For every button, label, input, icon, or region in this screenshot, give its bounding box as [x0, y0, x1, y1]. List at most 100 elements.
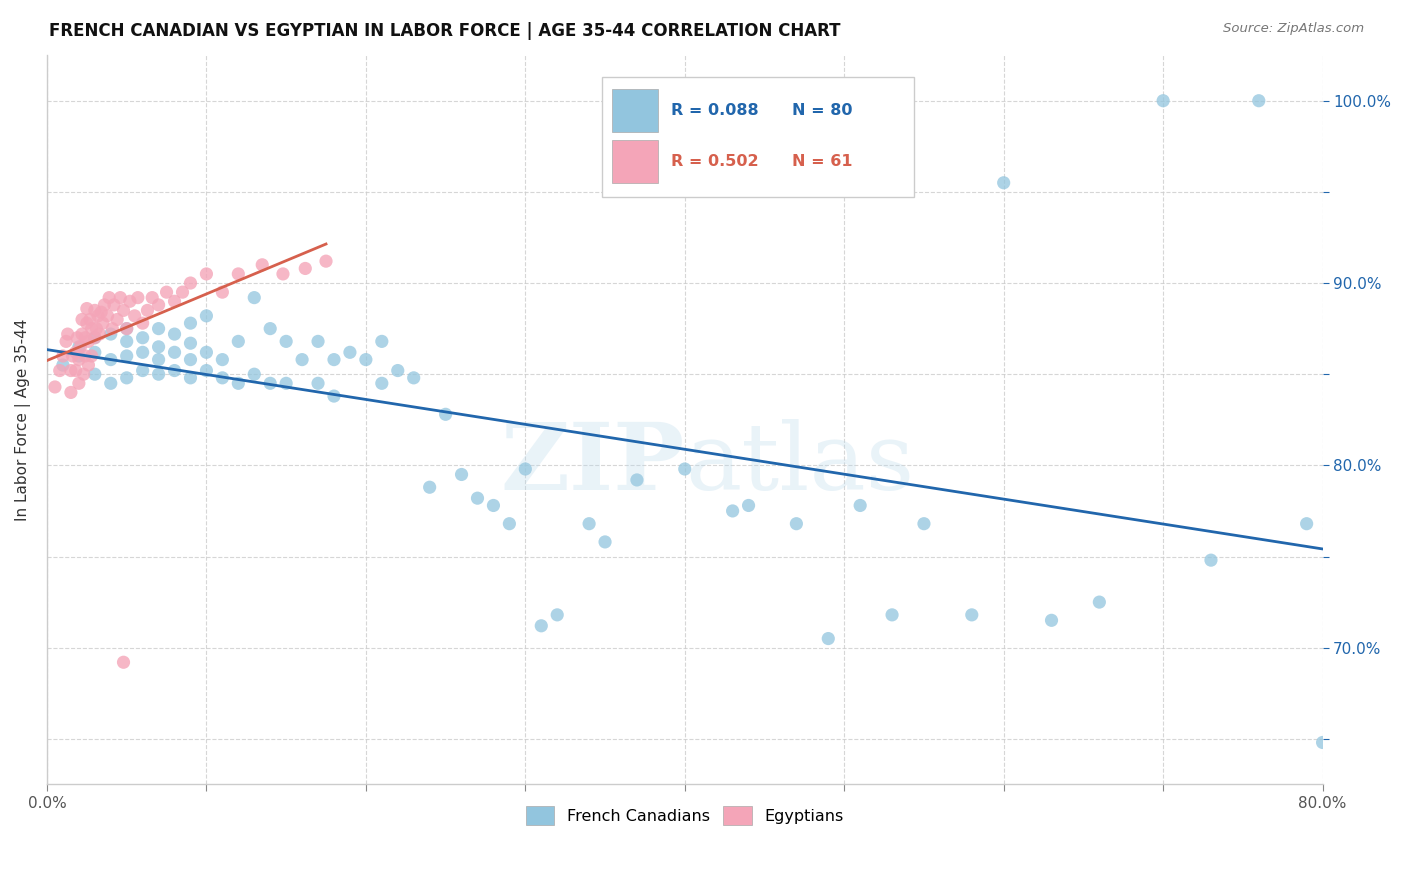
Text: ZIP: ZIP — [501, 418, 685, 508]
Point — [179, 352, 201, 367]
Point — [86, 321, 108, 335]
Point — [179, 276, 201, 290]
Point — [323, 389, 346, 403]
Point — [226, 267, 249, 281]
Point — [115, 349, 138, 363]
Point — [371, 376, 394, 391]
Point — [546, 607, 568, 622]
Point — [62, 349, 84, 363]
Point — [131, 316, 153, 330]
Point — [100, 376, 122, 391]
Point — [70, 327, 93, 342]
Point — [450, 467, 472, 482]
Point — [315, 254, 337, 268]
Point — [434, 407, 457, 421]
Point — [259, 321, 281, 335]
Point — [721, 504, 744, 518]
Point — [79, 312, 101, 326]
Point — [65, 363, 87, 377]
Point — [195, 267, 218, 281]
Point — [163, 363, 186, 377]
Point — [530, 619, 553, 633]
Point — [77, 358, 100, 372]
Point — [419, 480, 441, 494]
Point — [115, 371, 138, 385]
Point — [115, 321, 138, 335]
Text: R = 0.502: R = 0.502 — [671, 153, 758, 169]
Point — [163, 327, 186, 342]
Point — [141, 291, 163, 305]
Point — [226, 376, 249, 391]
Text: R = 0.088: R = 0.088 — [671, 103, 758, 118]
Point — [172, 285, 194, 300]
Point — [339, 345, 361, 359]
Point — [69, 340, 91, 354]
Point — [75, 349, 97, 363]
Point — [98, 291, 121, 305]
Point — [817, 632, 839, 646]
Point — [67, 349, 90, 363]
Point — [849, 499, 872, 513]
Point — [498, 516, 520, 531]
Point — [578, 516, 600, 531]
Point — [97, 309, 120, 323]
Point — [52, 358, 75, 372]
Point — [1152, 94, 1174, 108]
Point — [65, 345, 87, 359]
Point — [148, 298, 170, 312]
Point — [90, 305, 112, 319]
Point — [1088, 595, 1111, 609]
Point — [482, 499, 505, 513]
Point — [993, 176, 1015, 190]
Point — [179, 316, 201, 330]
Point — [1040, 613, 1063, 627]
Point — [307, 376, 329, 391]
Point — [179, 371, 201, 385]
FancyBboxPatch shape — [602, 77, 914, 197]
Point — [960, 607, 983, 622]
Point — [83, 345, 105, 359]
Point — [83, 331, 105, 345]
Point — [89, 327, 111, 342]
Point — [75, 331, 97, 345]
Point — [115, 321, 138, 335]
Point — [127, 291, 149, 305]
Point — [56, 327, 79, 342]
Point — [112, 303, 135, 318]
Point — [371, 334, 394, 349]
Point — [76, 301, 98, 316]
Point — [323, 352, 346, 367]
Point — [276, 334, 298, 349]
Point — [148, 340, 170, 354]
Point — [59, 363, 82, 377]
Legend: French Canadians, Egyptians: French Canadians, Egyptians — [519, 800, 851, 831]
Point — [912, 516, 935, 531]
Point — [467, 491, 489, 505]
Point — [307, 334, 329, 349]
Point — [67, 376, 90, 391]
Point — [110, 291, 132, 305]
Point — [59, 385, 82, 400]
Point — [1247, 94, 1270, 108]
Point — [112, 655, 135, 669]
Point — [276, 376, 298, 391]
Point — [93, 298, 115, 312]
Point — [55, 334, 77, 349]
Point — [515, 462, 537, 476]
Point — [77, 334, 100, 349]
Text: Source: ZipAtlas.com: Source: ZipAtlas.com — [1223, 22, 1364, 36]
Point — [83, 368, 105, 382]
Point — [226, 334, 249, 349]
Point — [387, 363, 409, 377]
Point — [163, 345, 186, 359]
Point — [67, 352, 90, 367]
Point — [179, 336, 201, 351]
Point — [148, 368, 170, 382]
Point — [80, 321, 103, 335]
Point — [785, 516, 807, 531]
Point — [243, 291, 266, 305]
Point — [83, 303, 105, 318]
Point — [70, 312, 93, 326]
Point — [148, 352, 170, 367]
Point — [101, 321, 124, 335]
